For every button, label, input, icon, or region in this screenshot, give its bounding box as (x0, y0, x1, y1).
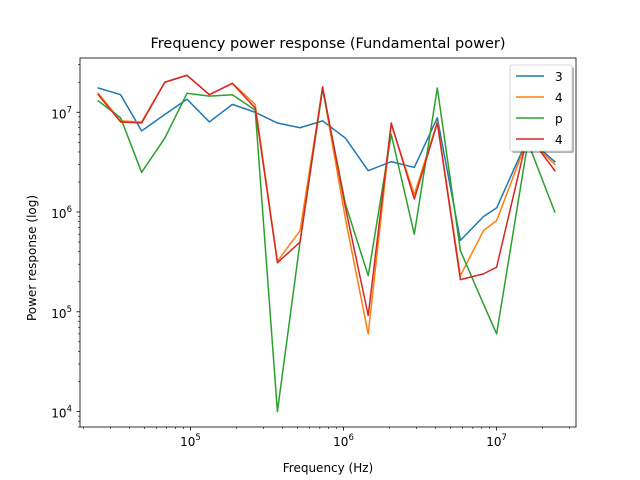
legend-label-1: 4 (555, 91, 563, 105)
y-tick-label: 106 (51, 205, 72, 221)
axes-frame (79, 57, 577, 428)
x-tick-label: 106 (333, 433, 354, 449)
legend-label-3: 4 (555, 133, 563, 147)
y-tick-label: 107 (51, 105, 72, 121)
x-tick-label: 105 (180, 433, 201, 449)
plot-area: 105 106 107 104 105 106 107 (51, 57, 577, 449)
series-line-0 (97, 87, 556, 242)
y-axis-label: Power response (log) (25, 195, 39, 321)
legend-label-0: 3 (555, 70, 563, 84)
x-tick-label: 107 (486, 433, 507, 449)
series-line-3 (97, 74, 556, 317)
legend-label-2: p (555, 112, 563, 126)
y-tick-label: 105 (51, 305, 72, 321)
chart-title: Frequency power response (Fundamental po… (150, 36, 505, 52)
legend-box (509, 64, 573, 152)
legend: 3 4 p 4 (509, 64, 574, 153)
x-axis-label: Frequency (Hz) (283, 461, 374, 475)
y-tick-label: 104 (51, 405, 72, 421)
